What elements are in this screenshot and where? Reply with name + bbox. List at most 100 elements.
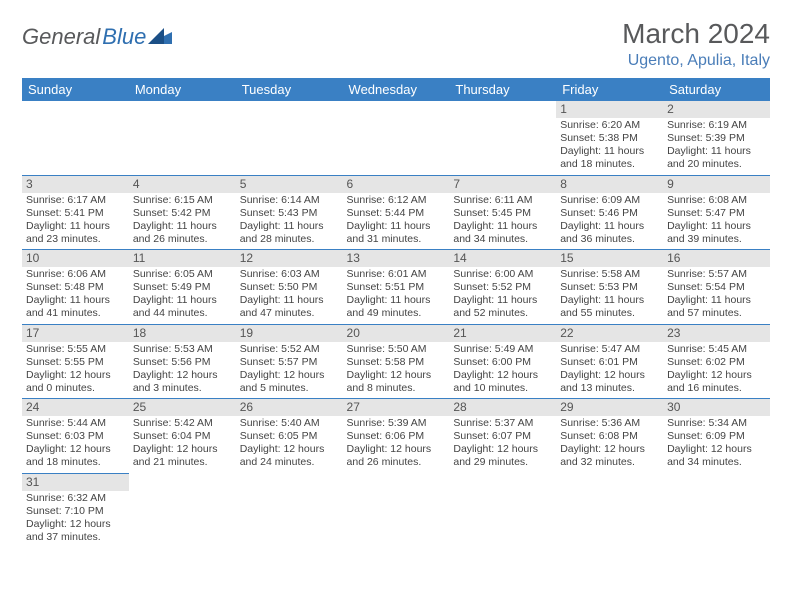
day-number: 5 — [236, 176, 343, 193]
day-cell: 17Sunrise: 5:55 AMSunset: 5:55 PMDayligh… — [22, 324, 129, 399]
day-info-line: and 21 minutes. — [133, 456, 232, 469]
calendar-row: 17Sunrise: 5:55 AMSunset: 5:55 PMDayligh… — [22, 324, 770, 399]
day-info-line: and 49 minutes. — [347, 307, 446, 320]
weekday-header: Monday — [129, 78, 236, 101]
day-info-line: and 57 minutes. — [667, 307, 766, 320]
day-info-line: Sunset: 6:06 PM — [347, 430, 446, 443]
day-info-line: and 24 minutes. — [240, 456, 339, 469]
day-info-line: Sunrise: 5:52 AM — [240, 343, 339, 356]
calendar-row: 10Sunrise: 6:06 AMSunset: 5:48 PMDayligh… — [22, 250, 770, 325]
day-info-line: Sunrise: 6:14 AM — [240, 194, 339, 207]
day-info-line: Sunrise: 6:09 AM — [560, 194, 659, 207]
day-info-line: Sunrise: 6:00 AM — [453, 268, 552, 281]
day-number: 15 — [556, 250, 663, 267]
day-info-line: Sunrise: 6:12 AM — [347, 194, 446, 207]
day-info-line: Sunrise: 6:01 AM — [347, 268, 446, 281]
day-info-line: and 39 minutes. — [667, 233, 766, 246]
day-cell: 10Sunrise: 6:06 AMSunset: 5:48 PMDayligh… — [22, 250, 129, 325]
day-cell: 19Sunrise: 5:52 AMSunset: 5:57 PMDayligh… — [236, 324, 343, 399]
day-info-line: Sunrise: 5:36 AM — [560, 417, 659, 430]
day-info-line: Sunrise: 6:20 AM — [560, 119, 659, 132]
day-info-line: and 29 minutes. — [453, 456, 552, 469]
day-cell: 18Sunrise: 5:53 AMSunset: 5:56 PMDayligh… — [129, 324, 236, 399]
day-cell: 27Sunrise: 5:39 AMSunset: 6:06 PMDayligh… — [343, 399, 450, 474]
day-info-line: and 8 minutes. — [347, 382, 446, 395]
day-number: 16 — [663, 250, 770, 267]
day-info-line: Daylight: 11 hours — [667, 294, 766, 307]
day-cell: 3Sunrise: 6:17 AMSunset: 5:41 PMDaylight… — [22, 175, 129, 250]
day-info-line: Sunrise: 6:05 AM — [133, 268, 232, 281]
day-cell: 4Sunrise: 6:15 AMSunset: 5:42 PMDaylight… — [129, 175, 236, 250]
day-info-line: and 44 minutes. — [133, 307, 232, 320]
calendar-row: 1Sunrise: 6:20 AMSunset: 5:38 PMDaylight… — [22, 101, 770, 175]
day-number: 14 — [449, 250, 556, 267]
day-info-line: and 28 minutes. — [240, 233, 339, 246]
day-info-line: Daylight: 12 hours — [453, 443, 552, 456]
day-info-line: Sunrise: 5:39 AM — [347, 417, 446, 430]
day-number: 28 — [449, 399, 556, 416]
logo: GeneralBlue — [22, 24, 172, 50]
day-info-line: Daylight: 11 hours — [347, 294, 446, 307]
day-info-line: Sunrise: 5:49 AM — [453, 343, 552, 356]
day-info-line: Sunset: 5:44 PM — [347, 207, 446, 220]
day-info-line: Daylight: 11 hours — [26, 220, 125, 233]
day-info-line: Sunset: 5:41 PM — [26, 207, 125, 220]
title-block: March 2024 Ugento, Apulia, Italy — [622, 18, 770, 70]
day-info-line: and 32 minutes. — [560, 456, 659, 469]
day-info-line: and 34 minutes. — [667, 456, 766, 469]
day-info-line: Sunset: 7:10 PM — [26, 505, 125, 518]
day-cell: 7Sunrise: 6:11 AMSunset: 5:45 PMDaylight… — [449, 175, 556, 250]
day-info-line: Daylight: 12 hours — [667, 443, 766, 456]
day-info-line: Daylight: 12 hours — [453, 369, 552, 382]
day-cell: 13Sunrise: 6:01 AMSunset: 5:51 PMDayligh… — [343, 250, 450, 325]
day-info-line: Sunset: 5:57 PM — [240, 356, 339, 369]
day-info-line: Sunrise: 5:45 AM — [667, 343, 766, 356]
month-title: March 2024 — [622, 18, 770, 50]
day-info-line: and 34 minutes. — [453, 233, 552, 246]
day-cell: 29Sunrise: 5:36 AMSunset: 6:08 PMDayligh… — [556, 399, 663, 474]
day-number: 22 — [556, 325, 663, 342]
day-info-line: Sunset: 6:01 PM — [560, 356, 659, 369]
day-info-line: Sunset: 6:05 PM — [240, 430, 339, 443]
day-info-line: Daylight: 12 hours — [347, 443, 446, 456]
day-info-line: and 13 minutes. — [560, 382, 659, 395]
calendar-row: 24Sunrise: 5:44 AMSunset: 6:03 PMDayligh… — [22, 399, 770, 474]
empty-cell — [343, 473, 450, 547]
day-number: 18 — [129, 325, 236, 342]
calendar-table: SundayMondayTuesdayWednesdayThursdayFrid… — [22, 78, 770, 547]
day-info-line: Sunset: 5:45 PM — [453, 207, 552, 220]
day-cell: 14Sunrise: 6:00 AMSunset: 5:52 PMDayligh… — [449, 250, 556, 325]
day-number: 21 — [449, 325, 556, 342]
empty-cell — [129, 101, 236, 175]
calendar-row: 31Sunrise: 6:32 AMSunset: 7:10 PMDayligh… — [22, 473, 770, 547]
day-info-line: Sunrise: 6:17 AM — [26, 194, 125, 207]
day-info-line: Sunrise: 5:42 AM — [133, 417, 232, 430]
day-info-line: Daylight: 12 hours — [26, 518, 125, 531]
empty-cell — [663, 473, 770, 547]
day-info-line: and 31 minutes. — [347, 233, 446, 246]
weekday-header: Sunday — [22, 78, 129, 101]
day-number: 26 — [236, 399, 343, 416]
day-info-line: Daylight: 12 hours — [133, 369, 232, 382]
day-info-line: Sunrise: 6:19 AM — [667, 119, 766, 132]
day-info-line: Sunset: 5:54 PM — [667, 281, 766, 294]
empty-cell — [343, 101, 450, 175]
day-info-line: Sunrise: 6:06 AM — [26, 268, 125, 281]
day-number: 30 — [663, 399, 770, 416]
day-info-line: Sunrise: 6:15 AM — [133, 194, 232, 207]
day-number: 7 — [449, 176, 556, 193]
day-info-line: and 55 minutes. — [560, 307, 659, 320]
day-info-line: Sunrise: 5:57 AM — [667, 268, 766, 281]
logo-text-blue: Blue — [102, 24, 172, 50]
day-info-line: Sunset: 6:09 PM — [667, 430, 766, 443]
day-number: 8 — [556, 176, 663, 193]
day-info-line: Sunset: 6:08 PM — [560, 430, 659, 443]
day-cell: 21Sunrise: 5:49 AMSunset: 6:00 PMDayligh… — [449, 324, 556, 399]
day-info-line: Daylight: 12 hours — [240, 443, 339, 456]
day-number: 11 — [129, 250, 236, 267]
day-info-line: Daylight: 11 hours — [240, 294, 339, 307]
day-info-line: Sunset: 5:50 PM — [240, 281, 339, 294]
day-info-line: Sunrise: 5:58 AM — [560, 268, 659, 281]
day-info-line: and 26 minutes. — [347, 456, 446, 469]
day-cell: 20Sunrise: 5:50 AMSunset: 5:58 PMDayligh… — [343, 324, 450, 399]
